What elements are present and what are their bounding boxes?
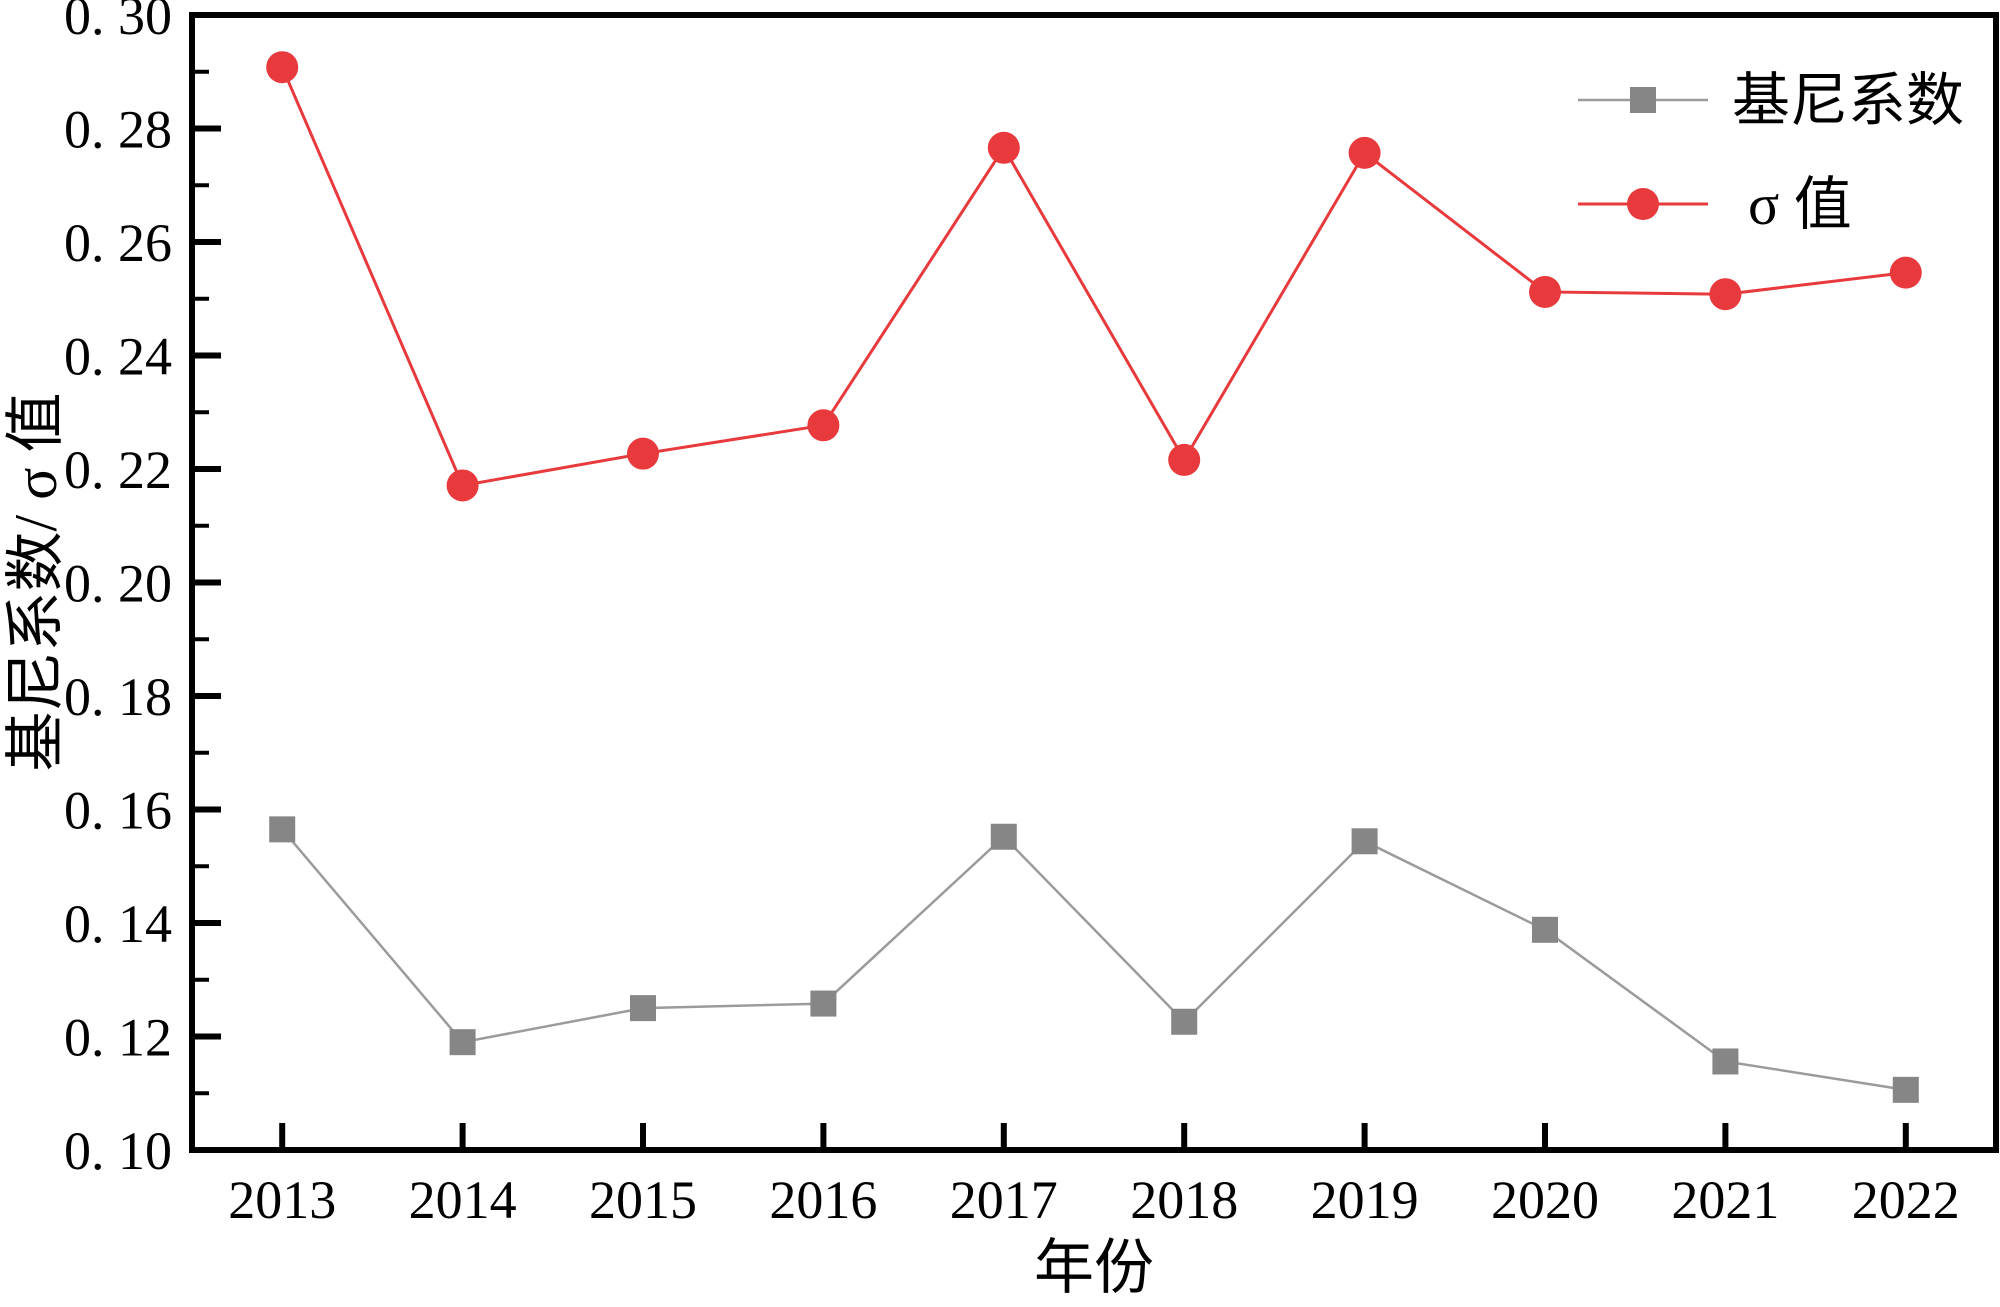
series-gini: [269, 816, 1919, 1103]
x-tick-label: 2017: [950, 1170, 1058, 1230]
y-tick-label: 0. 22: [64, 440, 172, 500]
x-axis-title: 年份: [1034, 1235, 1154, 1301]
x-tick-label: 2022: [1852, 1170, 1960, 1230]
y-tick-label: 0. 14: [64, 894, 172, 954]
x-tick-label: 2016: [769, 1170, 877, 1230]
x-tick-label: 2021: [1671, 1170, 1779, 1230]
data-point-sigma-2022: [1889, 256, 1922, 289]
axes-frame: [189, 12, 1999, 1153]
y-tick-label: 0. 18: [64, 667, 172, 727]
data-point-gini-2021: [1712, 1048, 1739, 1075]
x-tick-label: 2015: [589, 1170, 697, 1230]
series-line: [281, 828, 1906, 1092]
data-point-sigma-2018: [1168, 443, 1201, 476]
y-tick-label: 0. 26: [64, 213, 172, 273]
plot-frame: [189, 12, 1999, 1153]
data-point-gini-2020: [1532, 916, 1558, 943]
y-axis-title: 基尼系数/ σ 值: [3, 392, 69, 771]
data-point-sigma-2021: [1709, 278, 1742, 311]
legend-label: σ 值: [1748, 172, 1852, 237]
legend-item-sigma: σ 值: [1578, 172, 1852, 237]
data-point-gini-2014: [449, 1029, 476, 1056]
y-tick-label: 0. 10: [64, 1121, 172, 1181]
legend-item-gini: 基尼系数: [1578, 68, 1964, 133]
legend-label: 基尼系数: [1732, 68, 1964, 133]
data-point-gini-2015: [630, 995, 656, 1022]
y-tick-label: 0. 16: [64, 781, 172, 841]
x-tick-label: 2019: [1311, 1170, 1419, 1230]
series-line: [280, 66, 1906, 488]
data-point-gini-2013: [269, 816, 296, 843]
y-axis: 0. 10 0. 12 0. 14 0. 16 0. 18 0. 20 0. 22 0. 24…: [64, 0, 221, 1181]
series-sigma: [266, 51, 1922, 502]
x-tick-label: 2014: [409, 1170, 517, 1230]
data-point-gini-2018: [1171, 1008, 1198, 1035]
data-point-sigma-2020: [1529, 275, 1561, 308]
y-tick-label: 0. 20: [64, 554, 172, 614]
x-axis: 2013 2014 2015 2016 2017 2018 2019 2020 2021 2022: [228, 1123, 1960, 1230]
legend-square-marker-icon: [1630, 87, 1656, 113]
data-point-gini-2016: [810, 990, 837, 1017]
data-point-sigma-2015: [627, 437, 659, 470]
data-point-gini-2019: [1351, 828, 1378, 855]
legend: 基尼系数 σ 值: [1578, 68, 1964, 237]
legend-circle-marker-icon: [1627, 188, 1659, 220]
x-tick-label: 2018: [1130, 1170, 1238, 1230]
data-point-sigma-2014: [446, 469, 479, 502]
x-tick-label: 2020: [1491, 1170, 1599, 1230]
series-layer: [266, 51, 1922, 1103]
y-tick-label: 0. 30: [64, 0, 172, 46]
data-point-sigma-2019: [1348, 136, 1381, 169]
data-point-sigma-2016: [807, 409, 840, 442]
data-point-sigma-2017: [987, 131, 1020, 164]
data-point-gini-2017: [990, 823, 1017, 850]
data-point-gini-2022: [1892, 1076, 1919, 1103]
y-tick-label: 0. 12: [64, 1008, 172, 1068]
data-point-sigma-2013: [266, 51, 299, 84]
y-tick-label: 0. 24: [64, 327, 172, 387]
x-tick-label: 2013: [228, 1170, 336, 1230]
y-tick-label: 0. 28: [64, 100, 172, 160]
